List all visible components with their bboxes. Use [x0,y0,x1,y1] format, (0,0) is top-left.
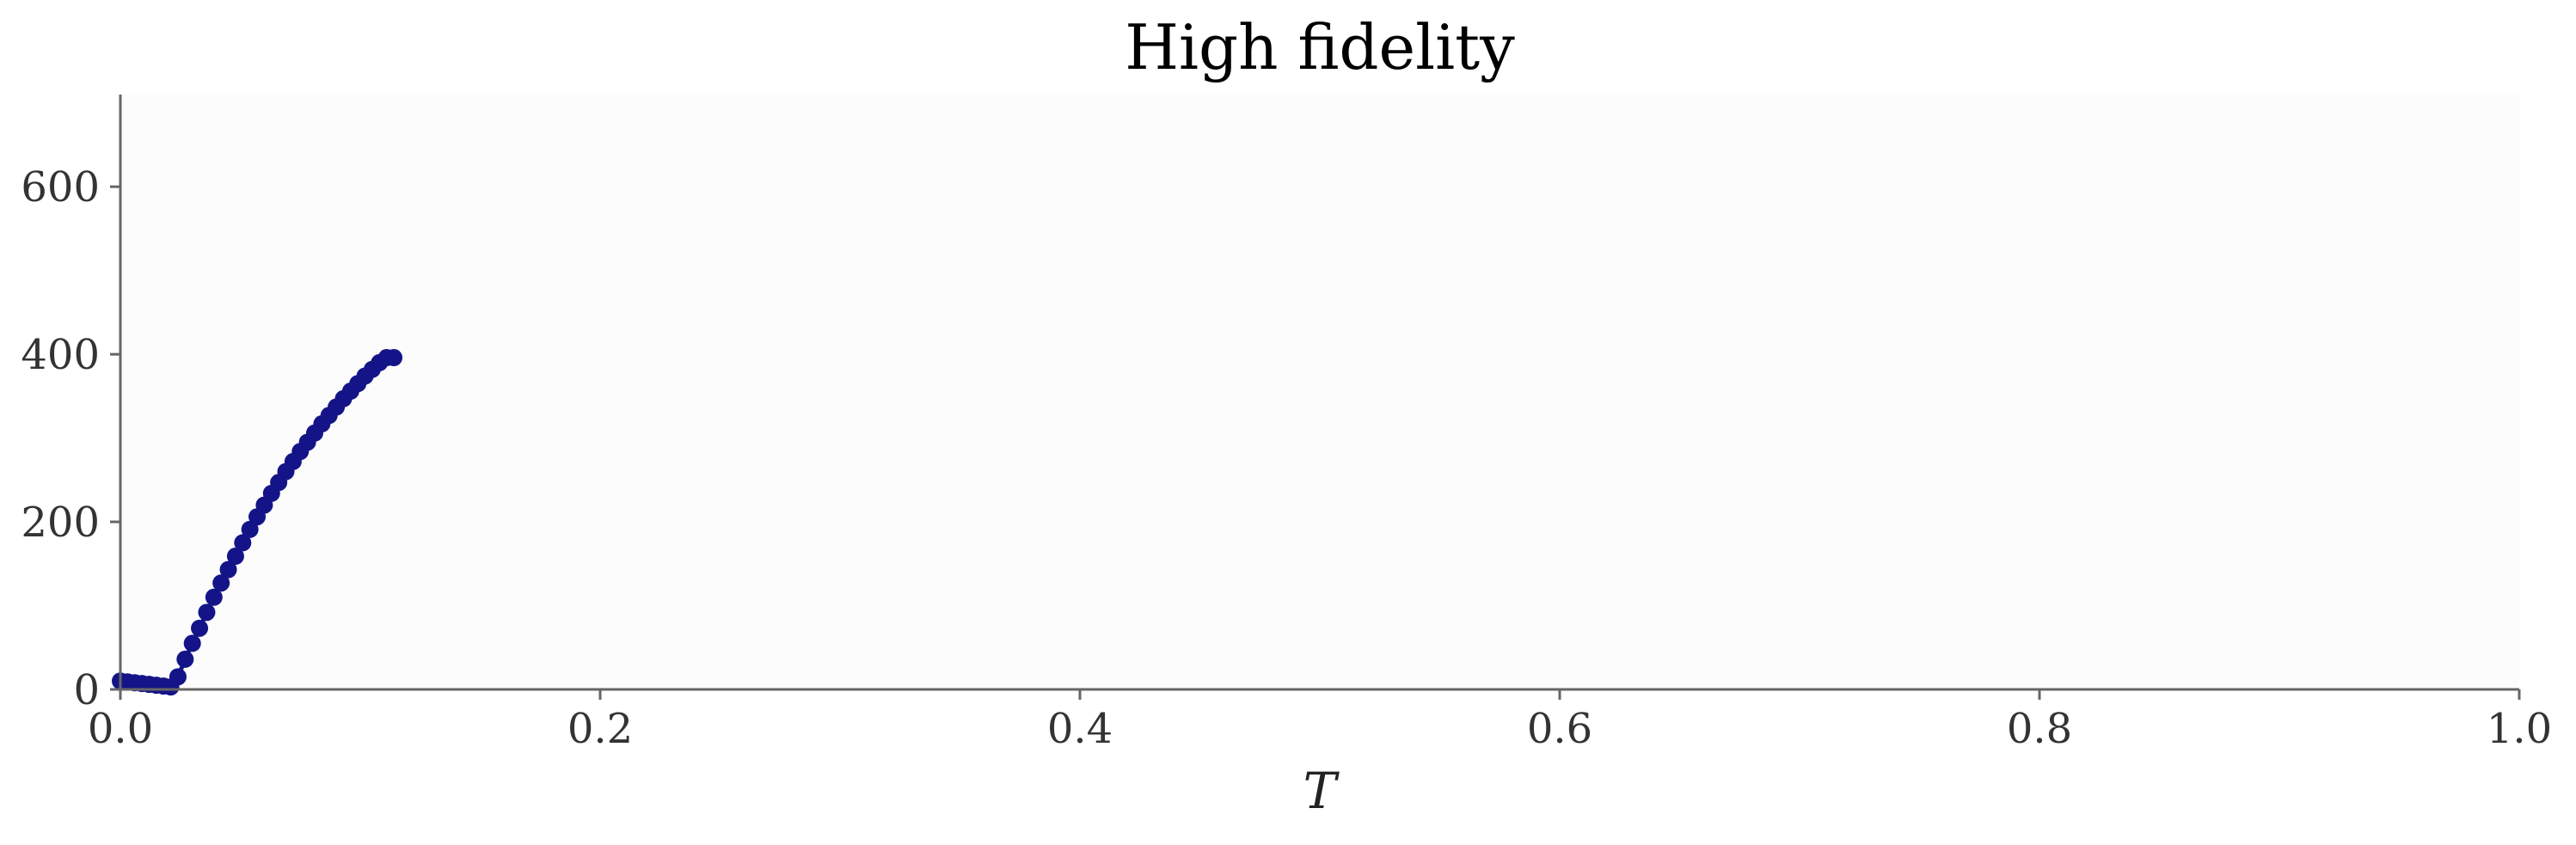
y-tick-label: 0 [73,666,100,714]
y-tick-label: 200 [21,499,100,547]
x-ticks: 0.0 0.2 0.4 0.6 0.8 1.0 [88,689,2552,753]
data-point [191,619,209,637]
plot-area [120,95,2519,689]
data-point [212,574,230,592]
data-point [234,534,252,552]
chart-title: High fidelity [1125,11,1515,83]
data-point [385,349,403,367]
data-point [241,520,259,538]
data-point [198,603,216,622]
data-point [169,668,187,686]
data-point [176,650,194,668]
x-axis-label: T [1303,762,1340,820]
data-point [226,548,244,566]
y-tick-label: 400 [21,331,100,379]
x-tick-label: 0.0 [88,705,153,753]
x-tick-label: 0.6 [1527,705,1592,753]
y-tick-label: 600 [21,163,100,211]
x-tick-label: 1.0 [2487,705,2552,753]
y-ticks: 0 200 400 600 [21,163,120,714]
data-point [205,588,223,606]
data-point [183,634,201,652]
x-tick-label: 0.8 [2007,705,2072,753]
data-point [219,560,237,579]
x-tick-label: 0.2 [567,705,633,753]
x-tick-label: 0.4 [1047,705,1113,753]
